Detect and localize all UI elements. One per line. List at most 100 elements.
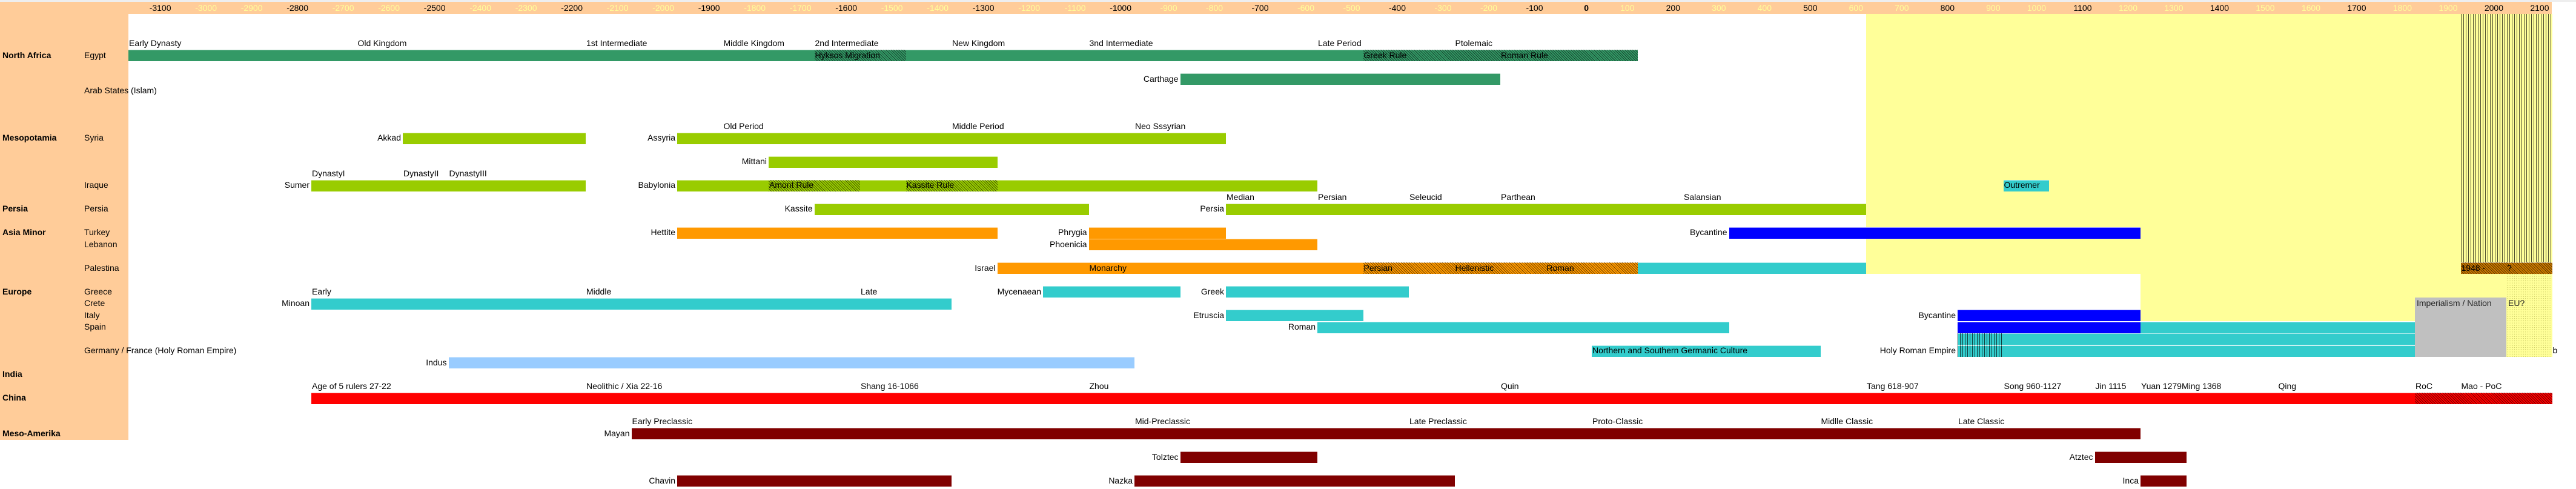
- year-tick-label: -1200: [1018, 3, 1040, 13]
- timeline-bar: [677, 132, 1226, 144]
- period-label: Late: [861, 286, 878, 296]
- hatched-period: [814, 50, 906, 61]
- year-tick-label: 0: [1584, 3, 1589, 13]
- timeline-bar: [448, 357, 1134, 368]
- period-label: Mao - PoC: [2461, 381, 2502, 391]
- period-label: Kassite Rule: [906, 180, 955, 190]
- year-tick-label: -500: [1343, 3, 1360, 13]
- period-label: Early Preclassic: [632, 416, 693, 426]
- timeline-bar: [1226, 203, 1866, 215]
- timeline-bar: [1088, 227, 1226, 239]
- year-tick-label: -2800: [286, 3, 308, 13]
- bar-caption: Kassite: [784, 204, 813, 213]
- timeline-bar: [1729, 227, 2141, 239]
- country-label: Turkey: [84, 227, 110, 237]
- top-strip: [0, 0, 2576, 2]
- year-tick-label: -900: [1160, 3, 1177, 13]
- period-label: DynastyIII: [449, 168, 487, 178]
- period-label: Shang 16-1066: [861, 381, 919, 391]
- period-label: Outremer: [2004, 180, 2040, 190]
- period-label: RoC: [2415, 381, 2433, 391]
- period-label: DynastyII: [403, 168, 439, 178]
- bar-caption: Sumer: [284, 180, 310, 190]
- period-label: Amont Rule: [769, 180, 814, 190]
- bar-caption: Bycantine: [1690, 227, 1727, 237]
- year-tick-label: 1800: [2392, 3, 2412, 13]
- year-tick-label: 1500: [2256, 3, 2275, 13]
- timeline-bar: [1958, 310, 2141, 321]
- period-label: Hyksos Migration: [815, 50, 880, 60]
- timeline-bar: [677, 227, 998, 239]
- period-label: Middle Kingdom: [723, 38, 784, 48]
- year-tick-label: -2300: [515, 3, 537, 13]
- timeline-bar: [1226, 286, 1409, 298]
- year-tick-label: 800: [1940, 3, 1955, 13]
- region-label: Meso-Amerika: [2, 428, 61, 438]
- hatched-period: [1958, 333, 2004, 345]
- timeline-bar: [677, 475, 952, 487]
- year-tick-label: -2400: [469, 3, 491, 13]
- timeline-bar: [1637, 262, 1866, 274]
- period-label: Age of 5 rulers 27-22: [312, 381, 391, 391]
- bar-caption: Mittani: [741, 156, 767, 166]
- period-label: Middle: [586, 286, 612, 296]
- region-label: China: [2, 393, 26, 402]
- period-label: Zhou: [1089, 381, 1109, 391]
- timeline-bar: [1180, 451, 1317, 463]
- period-label: b: [2552, 345, 2558, 355]
- year-tick-label: 200: [1666, 3, 1680, 13]
- period-label: 1948 -: [2461, 262, 2486, 273]
- hatched-period: [906, 179, 998, 191]
- timeline-bar: [1043, 286, 1180, 298]
- region-label: Mesopotamia: [2, 133, 57, 142]
- period-label: Late Preclassic: [1409, 416, 1467, 426]
- year-tick-label: -1500: [881, 3, 903, 13]
- country-label: Greece: [84, 286, 112, 296]
- bar-caption: Holy Roman Empire: [1879, 345, 1956, 355]
- country-label: Palestina: [84, 262, 119, 273]
- bar-caption: Nazka: [1108, 475, 1133, 485]
- year-tick-label: -400: [1388, 3, 1406, 13]
- year-tick-label: -3000: [195, 3, 217, 13]
- year-tick-label: -3100: [149, 3, 171, 13]
- era-region: [2141, 298, 2415, 321]
- year-tick-label: 500: [1803, 3, 1818, 13]
- year-tick-label: -700: [1251, 3, 1269, 13]
- region-label-panel: North Africa Egypt Arab States (Islam) Meso…: [0, 14, 236, 440]
- period-label: Middle Period: [952, 121, 1004, 131]
- country-label: Arab States (Islam): [84, 85, 157, 95]
- period-label: Median: [1227, 191, 1254, 202]
- timeline-bar: [2094, 451, 2187, 463]
- era-region: [2460, 14, 2552, 262]
- year-tick-label: 700: [1895, 3, 1909, 13]
- timeline-bar: [1592, 345, 1821, 357]
- timeline-bar: [1958, 333, 2415, 345]
- period-label: Qing: [2278, 381, 2297, 391]
- year-tick-label: 600: [1849, 3, 1863, 13]
- period-label: Persian: [1363, 262, 1392, 273]
- bar-caption: Chavin: [649, 475, 675, 485]
- timeline-bar: [814, 203, 1089, 215]
- timeline-bar: [2141, 321, 2415, 333]
- timeline-bar: [1958, 345, 2415, 357]
- period-label: Old Kingdom: [357, 38, 407, 48]
- period-label: Parthean: [1501, 191, 1535, 202]
- country-label: Egypt: [84, 50, 106, 60]
- timeline-bar: [1958, 321, 2141, 333]
- year-tick-label: -2100: [606, 3, 629, 13]
- era-region-label: EU?: [2508, 298, 2525, 308]
- year-tick-label: 1000: [2027, 3, 2046, 13]
- year-tick-label: -2600: [378, 3, 400, 13]
- hatched-period: [1363, 262, 1638, 274]
- period-label: Song 960-1127: [2004, 381, 2062, 391]
- year-tick-label: 300: [1712, 3, 1726, 13]
- hatched-period: [769, 179, 860, 191]
- country-label: Germany / France (Holy Roman Empire): [84, 345, 237, 355]
- period-label: Northern and Southern Germanic Culture: [1592, 345, 1748, 355]
- era-region: [2141, 274, 2506, 298]
- timeline-bar: [311, 392, 2552, 404]
- year-tick-label: -1600: [835, 3, 857, 13]
- period-label: Tang 618-907: [1867, 381, 1919, 391]
- bar-caption: Carthage: [1143, 73, 1179, 84]
